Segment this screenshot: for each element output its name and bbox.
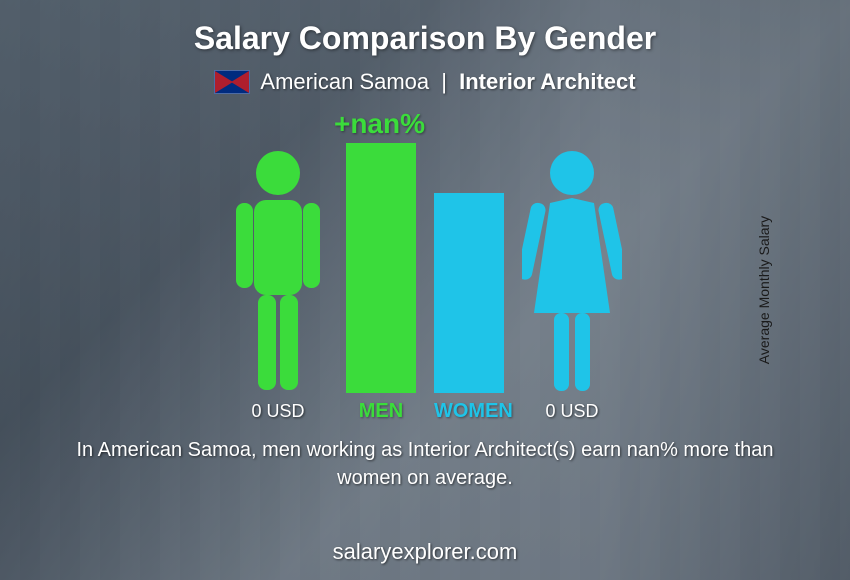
y-axis-label: Average Monthly Salary bbox=[756, 216, 772, 364]
men-value-label: 0 USD bbox=[228, 401, 328, 422]
women-value-label: 0 USD bbox=[522, 401, 622, 422]
men-category-label: MEN bbox=[346, 400, 416, 423]
description-text: In American Samoa, men working as Interi… bbox=[65, 436, 785, 492]
chart-area: +nan% 0 USD MEN bbox=[145, 108, 705, 428]
man-icon bbox=[228, 148, 328, 393]
content-container: Salary Comparison By Gender American Sam… bbox=[0, 0, 850, 580]
subtitle-row: American Samoa | Interior Architect bbox=[214, 69, 635, 95]
footer-source: salaryexplorer.com bbox=[333, 539, 518, 565]
figures-row bbox=[145, 143, 705, 393]
separator: | bbox=[441, 69, 447, 94]
job-title-text: Interior Architect bbox=[459, 69, 635, 94]
percentage-label: +nan% bbox=[334, 108, 425, 140]
page-title: Salary Comparison By Gender bbox=[194, 20, 656, 57]
bar-women bbox=[434, 193, 504, 393]
location-text: American Samoa bbox=[260, 69, 429, 94]
women-category-label: WOMEN bbox=[434, 400, 504, 423]
labels-row: 0 USD MEN WOMEN 0 USD bbox=[145, 400, 705, 423]
bar-men bbox=[346, 143, 416, 393]
woman-icon bbox=[522, 148, 622, 393]
flag-icon bbox=[214, 70, 250, 94]
subtitle: American Samoa | Interior Architect bbox=[260, 69, 635, 95]
